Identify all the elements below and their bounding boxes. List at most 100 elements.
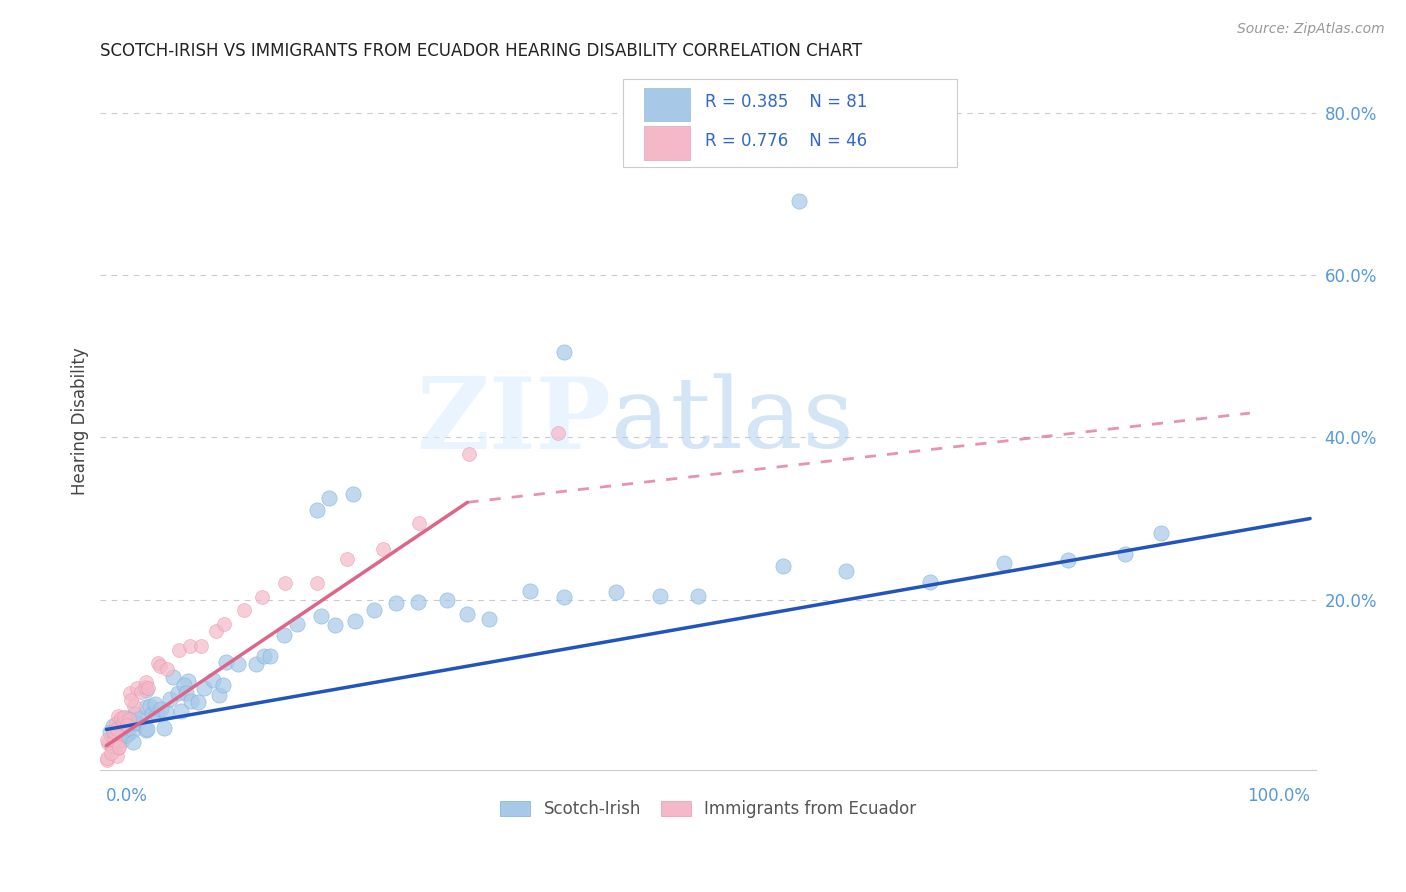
Point bbox=[553, 345, 575, 359]
Legend: Scotch-Irish, Immigrants from Ecuador: Scotch-Irish, Immigrants from Ecuador bbox=[494, 793, 922, 824]
Point bbox=[135, 683, 157, 698]
Point bbox=[155, 706, 177, 720]
Point bbox=[250, 591, 273, 605]
Point bbox=[273, 628, 295, 642]
Point bbox=[96, 751, 118, 765]
Point bbox=[105, 738, 128, 752]
Text: 100.0%: 100.0% bbox=[1247, 787, 1310, 805]
Point bbox=[135, 723, 157, 737]
Point bbox=[124, 706, 146, 721]
Point bbox=[152, 721, 174, 735]
Point bbox=[100, 746, 122, 760]
Point bbox=[318, 491, 340, 506]
Point bbox=[143, 697, 166, 711]
Point bbox=[111, 733, 134, 747]
Point bbox=[835, 564, 858, 578]
FancyBboxPatch shape bbox=[644, 127, 690, 160]
Text: 0.0%: 0.0% bbox=[107, 787, 148, 805]
FancyBboxPatch shape bbox=[644, 88, 690, 121]
Point bbox=[648, 589, 671, 603]
Text: R = 0.776    N = 46: R = 0.776 N = 46 bbox=[704, 132, 866, 151]
Point bbox=[97, 736, 120, 750]
Point bbox=[146, 706, 169, 721]
Point bbox=[107, 734, 129, 748]
Point bbox=[993, 557, 1015, 571]
Point bbox=[122, 699, 145, 714]
Point bbox=[101, 719, 124, 733]
Point bbox=[686, 589, 709, 603]
Point bbox=[111, 714, 134, 729]
Point bbox=[167, 686, 190, 700]
Point bbox=[118, 712, 141, 726]
Text: Source: ZipAtlas.com: Source: ZipAtlas.com bbox=[1237, 22, 1385, 37]
Point bbox=[173, 677, 195, 691]
Point bbox=[149, 659, 172, 673]
Point bbox=[104, 716, 127, 731]
Point bbox=[211, 678, 233, 692]
Point bbox=[115, 718, 138, 732]
Text: R = 0.385    N = 81: R = 0.385 N = 81 bbox=[704, 93, 868, 112]
Point bbox=[373, 541, 395, 556]
Point bbox=[105, 748, 128, 763]
Point bbox=[107, 722, 129, 736]
Point bbox=[108, 730, 131, 744]
Point bbox=[114, 728, 136, 742]
Point bbox=[100, 731, 122, 746]
Point bbox=[436, 593, 458, 607]
Point bbox=[342, 487, 364, 501]
Point bbox=[104, 724, 127, 739]
Point bbox=[170, 705, 193, 719]
Point bbox=[305, 503, 328, 517]
Point bbox=[456, 607, 478, 621]
Point bbox=[131, 685, 153, 699]
Point bbox=[214, 655, 236, 669]
Point bbox=[100, 739, 122, 753]
Point bbox=[103, 724, 125, 739]
Point bbox=[344, 614, 367, 628]
Text: SCOTCH-IRISH VS IMMIGRANTS FROM ECUADOR HEARING DISABILITY CORRELATION CHART: SCOTCH-IRISH VS IMMIGRANTS FROM ECUADOR … bbox=[100, 42, 862, 60]
Point bbox=[323, 618, 346, 632]
Point bbox=[457, 447, 479, 461]
Point bbox=[135, 675, 157, 690]
Point bbox=[104, 726, 127, 740]
Point bbox=[107, 708, 129, 723]
Point bbox=[128, 711, 150, 725]
Point bbox=[190, 640, 212, 654]
Point bbox=[363, 603, 385, 617]
Point bbox=[228, 657, 250, 672]
Point bbox=[122, 723, 145, 737]
Point bbox=[120, 693, 142, 707]
Point bbox=[307, 576, 329, 591]
Point bbox=[336, 552, 359, 566]
Point bbox=[117, 726, 139, 740]
Point bbox=[135, 700, 157, 714]
Point bbox=[110, 719, 132, 733]
Point bbox=[110, 723, 132, 737]
Point bbox=[98, 725, 121, 739]
Point bbox=[146, 656, 169, 670]
Point bbox=[1114, 547, 1136, 561]
Point bbox=[120, 713, 142, 727]
Point bbox=[115, 711, 138, 725]
Point bbox=[111, 724, 134, 739]
Point bbox=[187, 695, 209, 709]
Point bbox=[136, 681, 159, 696]
Point bbox=[1056, 553, 1078, 567]
Point bbox=[96, 753, 118, 767]
Point bbox=[112, 729, 135, 743]
Point bbox=[180, 694, 202, 708]
Point bbox=[253, 649, 276, 664]
Point bbox=[112, 710, 135, 724]
Point bbox=[408, 516, 430, 531]
Point bbox=[1149, 526, 1171, 541]
Point bbox=[110, 711, 132, 725]
Point bbox=[605, 585, 627, 599]
Point bbox=[107, 740, 129, 755]
Point bbox=[787, 194, 810, 208]
Point bbox=[384, 596, 406, 610]
Point bbox=[125, 681, 148, 696]
Point bbox=[406, 594, 429, 608]
Point bbox=[519, 584, 541, 599]
Point bbox=[127, 716, 149, 731]
Point bbox=[772, 558, 794, 573]
